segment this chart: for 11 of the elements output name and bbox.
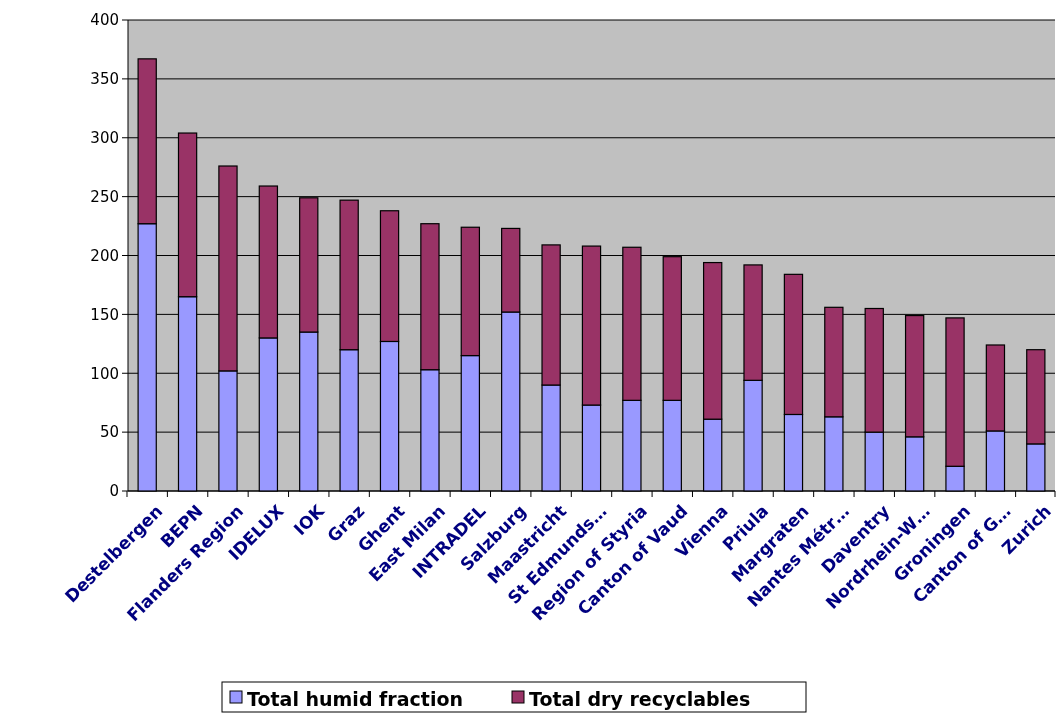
y-tick-label: 200: [90, 246, 119, 265]
y-tick-label: 0: [109, 482, 119, 501]
legend-label: Total humid fraction: [247, 687, 463, 710]
y-tick-label: 300: [90, 129, 119, 147]
y-tick-label: 400: [90, 11, 119, 30]
y-tick-label: 50: [99, 423, 119, 442]
y-tick-label: 150: [90, 305, 119, 324]
legend-label: Total dry recyclables: [529, 687, 751, 710]
y-tick-label: 250: [90, 187, 119, 206]
y-tick-label: 100: [90, 364, 119, 383]
y-tick-label: 350: [90, 70, 119, 89]
